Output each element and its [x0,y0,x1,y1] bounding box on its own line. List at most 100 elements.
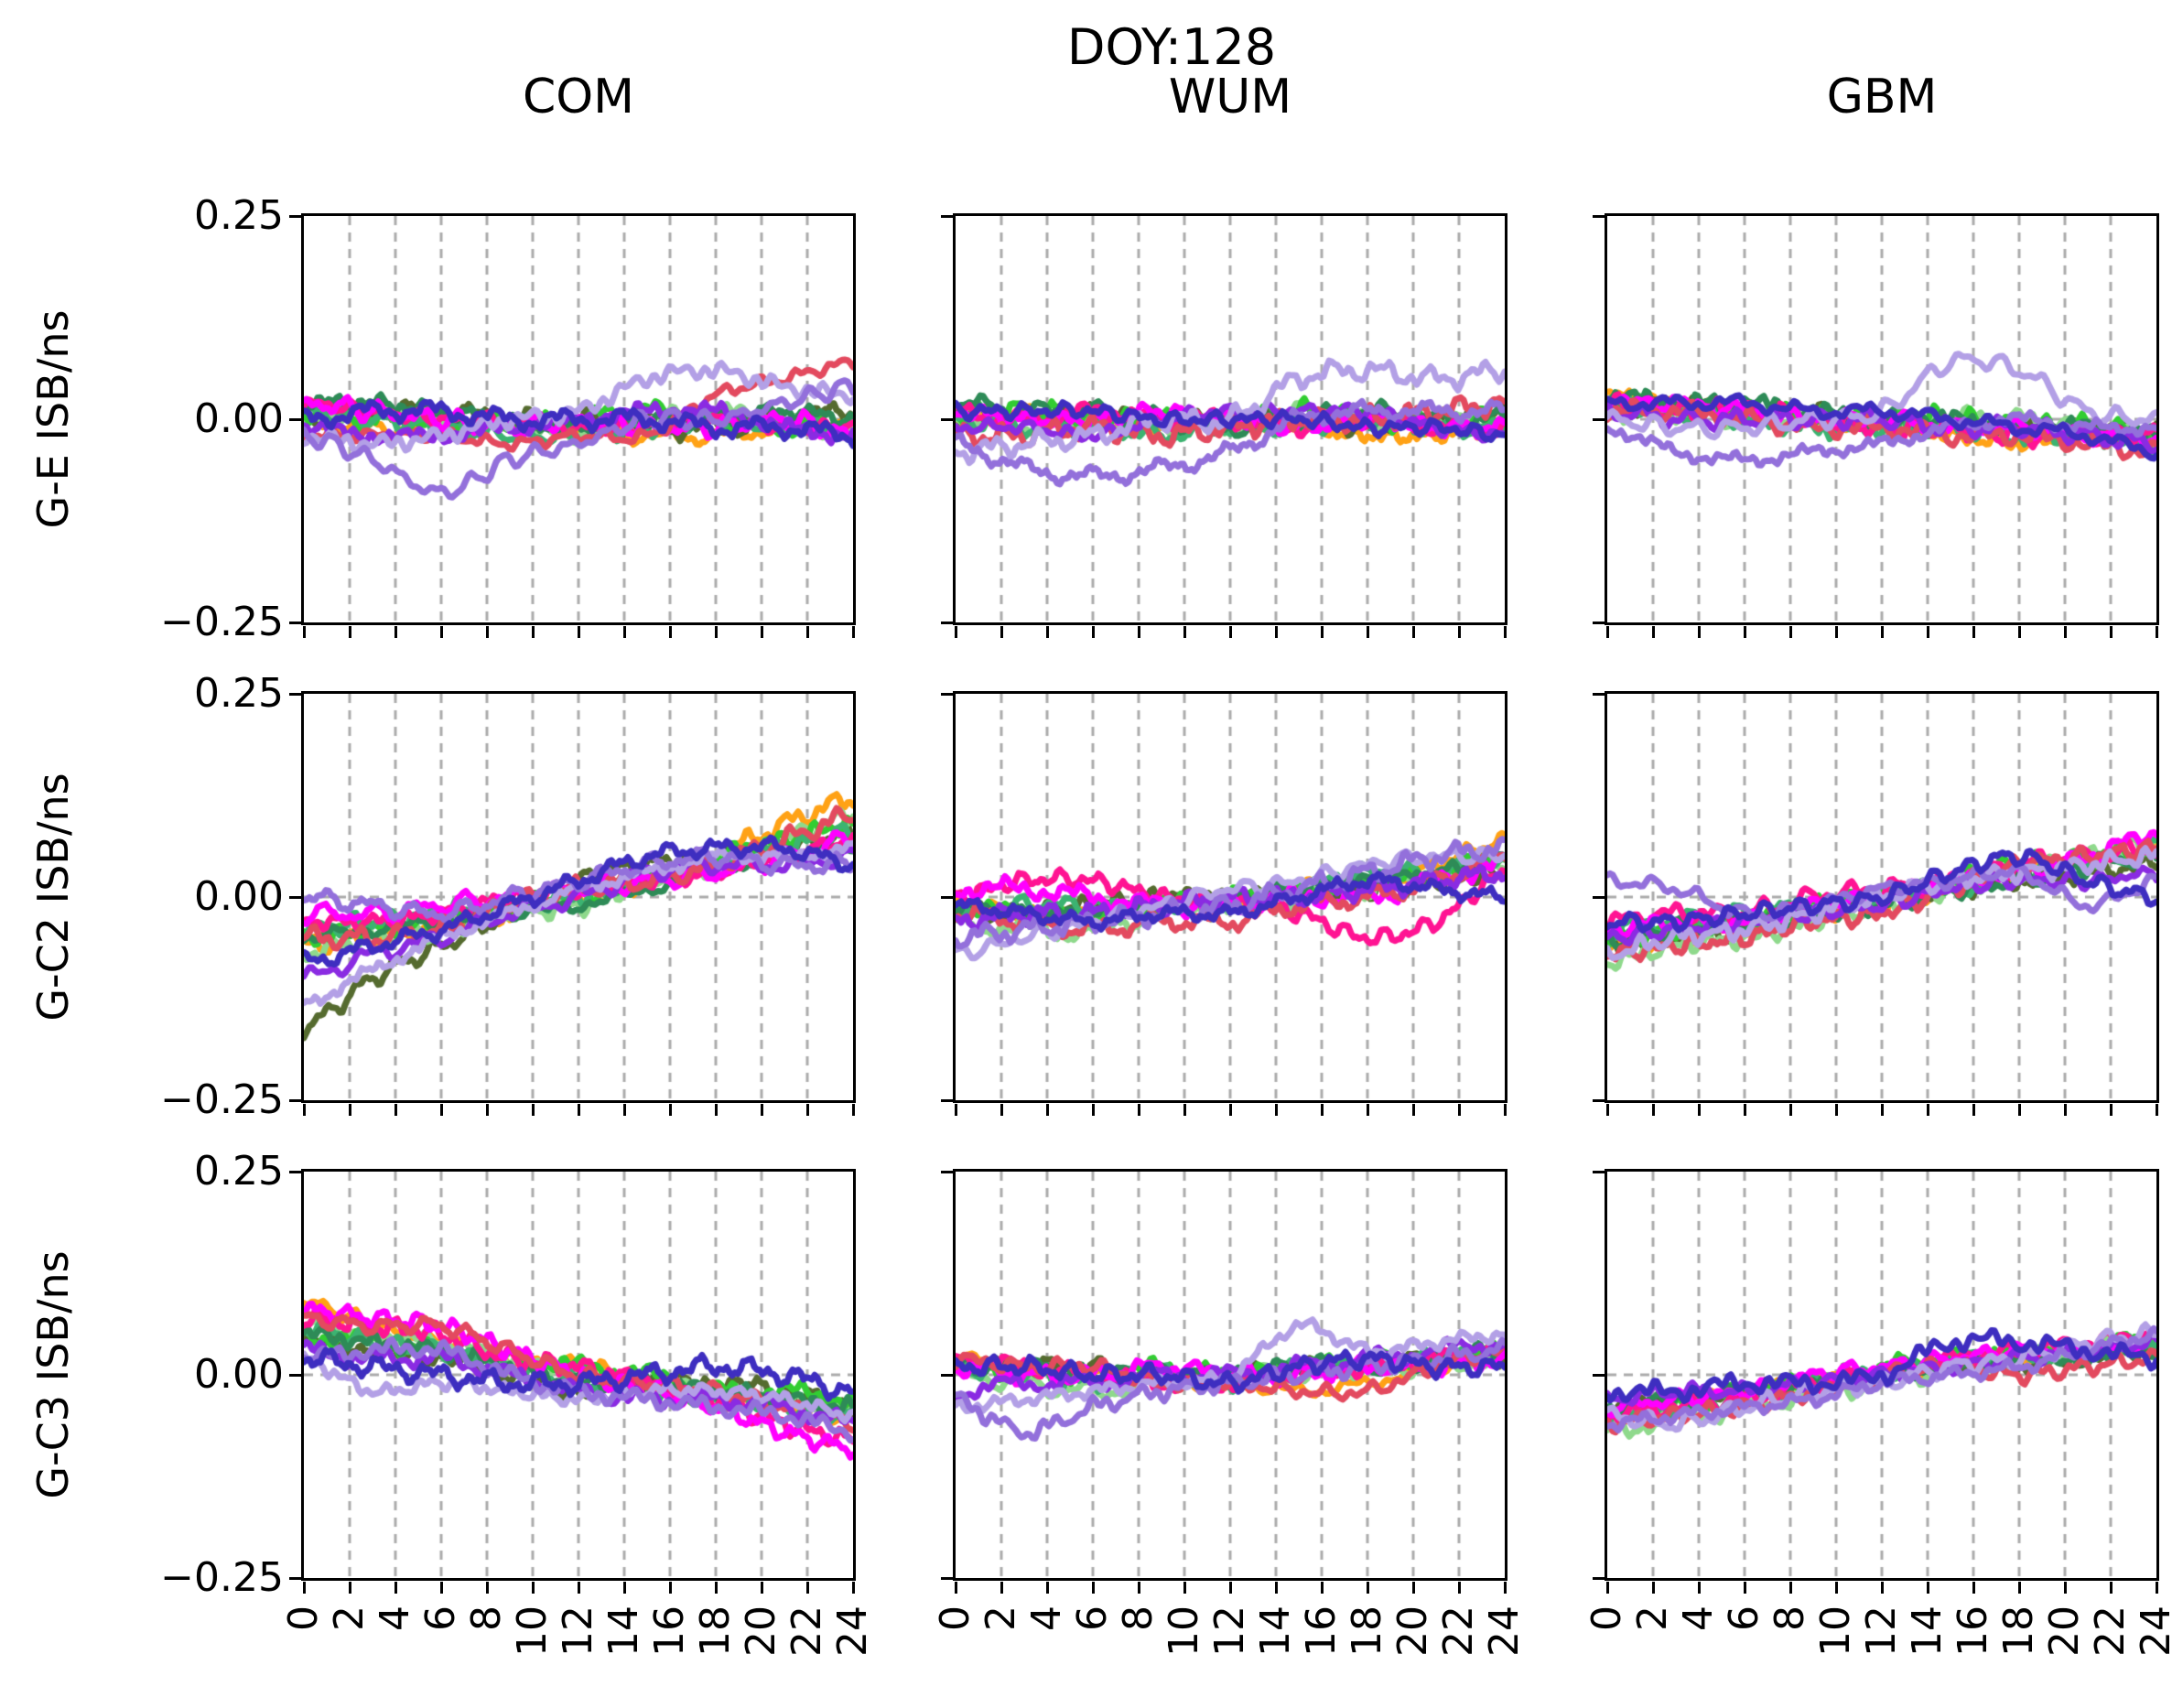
y-axis-tick [941,895,953,899]
x-axis-tick [439,626,443,638]
x-axis-tick [1274,1582,1278,1594]
x-axis-tick [1743,626,1746,638]
panel-wum-g-c2 [941,691,1507,1116]
x-axis-tick [805,1104,809,1116]
y-axis-tick [289,417,301,421]
x-axis-tick [1320,1582,1324,1594]
x-axis-tick [2109,626,2113,638]
panel-gbm-g-e [1593,213,2159,638]
x-axis-tick [1926,1582,1929,1594]
x-axis-tick [1320,1104,1324,1116]
x-axis-tick [1457,1582,1461,1594]
chart-canvas [956,694,1505,1100]
y-axis-tick [1593,1170,1605,1173]
y-axis-tick [289,1170,301,1173]
x-axis-tick [1651,626,1655,638]
x-tick-label-text: 14 [1904,1605,1950,1657]
x-tick-label-text: 4 [1023,1605,1070,1631]
panel-com-g-c3 [289,1169,856,1594]
y-axis-tick [941,1576,953,1580]
x-axis-tick [1743,1582,1746,1594]
x-tick-label-text: 8 [1115,1605,1162,1631]
x-axis-tick [485,1582,489,1594]
x-axis-tick [1274,1104,1278,1116]
chart-canvas [304,1172,853,1578]
x-tick-label-text: 0 [280,1605,327,1631]
chart-canvas [1607,694,2156,1100]
x-axis-tick [714,1582,718,1594]
x-tick-label-text: 20 [738,1605,784,1657]
x-axis-tick [1697,1582,1701,1594]
x-tick-label-text: 16 [1298,1605,1345,1657]
x-axis-tick [2109,1582,2113,1594]
chart-canvas [1607,1172,2156,1578]
x-tick-label-text: 16 [1950,1605,1996,1657]
x-tick-label-text: 10 [1812,1605,1859,1657]
x-axis-tick [439,1104,443,1116]
x-axis-tick [1228,1104,1232,1116]
x-axis-tick [1045,626,1049,638]
x-axis-tick [1366,1582,1369,1594]
x-axis-tick [1834,626,1838,638]
y-axis-tick [1593,692,1605,696]
x-axis-tick [1457,1104,1461,1116]
x-tick-label-text: 22 [2087,1605,2134,1657]
x-axis-tick [1926,1104,1929,1116]
x-axis-tick [348,1582,351,1594]
x-axis-tick [1743,1104,1746,1116]
x-axis-tick [1045,1582,1049,1594]
x-axis-tick [2155,1104,2158,1116]
x-axis-tick [485,1104,489,1116]
x-axis-tick [1091,1104,1095,1116]
y-tick-label: 0.00 [194,395,284,442]
y-axis-tick [1593,895,1605,899]
y-tick-label: 0.00 [194,1351,284,1398]
x-axis-tick [577,1104,580,1116]
x-tick-label-text: 2 [326,1605,373,1631]
x-axis-tick [1411,1104,1415,1116]
x-tick-label-text: 24 [2133,1605,2172,1657]
x-axis-tick [302,626,306,638]
x-axis-tick [1880,626,1884,638]
y-axis-tick [941,1098,953,1102]
x-axis-tick [714,626,718,638]
x-tick-label-text: 0 [932,1605,978,1631]
x-tick-label-text: 4 [1675,1605,1722,1631]
x-axis-tick [760,626,763,638]
x-axis-tick [1091,1582,1095,1594]
x-axis-tick [394,626,397,638]
x-axis-tick [2017,626,2021,638]
y-axis-tick [1593,417,1605,421]
x-axis-tick [1503,626,1507,638]
x-axis-tick [1834,1582,1838,1594]
x-axis-tick [1366,1104,1369,1116]
x-axis-tick [1091,626,1095,638]
panel-com-g-c2 [289,691,856,1116]
y-axis-tick [1593,1373,1605,1377]
x-tick-label-text: 8 [463,1605,510,1631]
y-axis-tick [289,895,301,899]
x-tick-label-text: 2 [978,1605,1024,1631]
x-axis-tick [577,1582,580,1594]
y-axis-tick [289,1373,301,1377]
x-axis-tick [2063,626,2067,638]
x-axis-tick [531,626,535,638]
y-axis-tick [1593,1098,1605,1102]
x-tick-label-text: 14 [1252,1605,1299,1657]
x-axis-tick [1457,626,1461,638]
y-axis-tick [941,692,953,696]
x-axis-tick [439,1582,443,1594]
x-axis-tick [1228,626,1232,638]
x-axis-tick [1137,626,1140,638]
x-axis-tick [668,626,672,638]
x-axis-tick [851,626,855,638]
x-axis-tick [1788,626,1792,638]
x-axis-tick [1411,626,1415,638]
x-axis-tick [348,1104,351,1116]
x-axis-tick [668,1104,672,1116]
x-axis-tick [1880,1104,1884,1116]
x-tick-label-text: 18 [1344,1605,1390,1657]
x-axis-tick [851,1104,855,1116]
x-axis-tick [1137,1582,1140,1594]
x-axis-tick [954,626,957,638]
